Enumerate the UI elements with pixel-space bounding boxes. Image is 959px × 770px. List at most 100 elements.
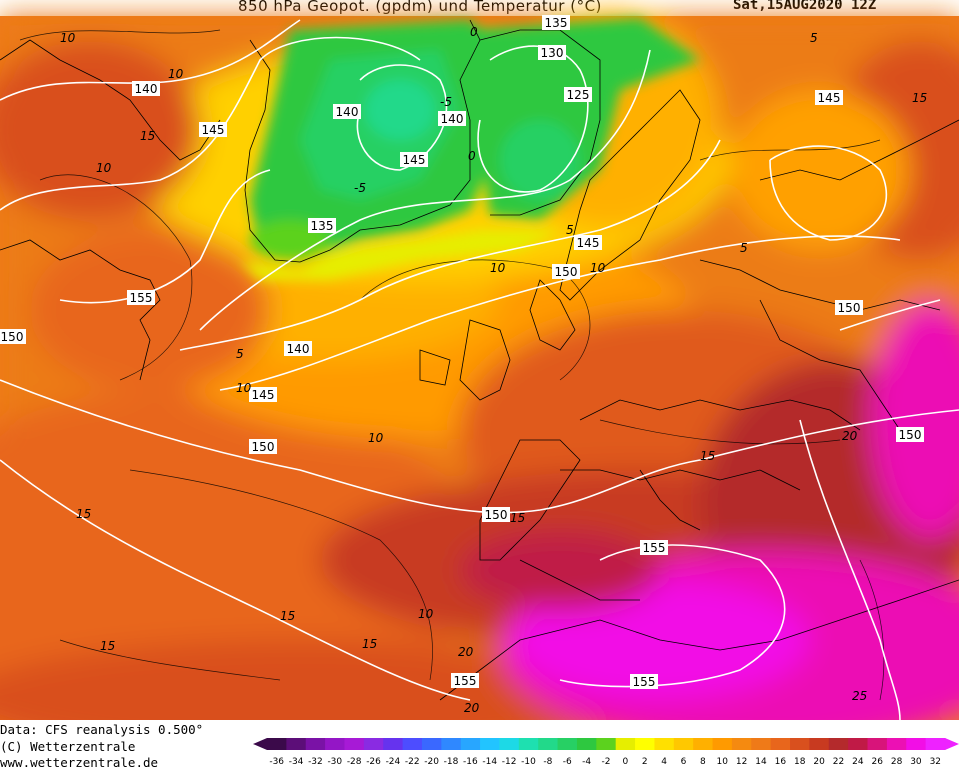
svg-text:140: 140	[441, 112, 464, 126]
scale-tick-label: 18	[794, 757, 806, 767]
svg-text:145: 145	[818, 91, 841, 105]
scale-swatch	[305, 738, 326, 750]
scale-swatch	[809, 738, 830, 750]
scale-swatch	[790, 738, 810, 750]
geopotential-labels: 135 130 125 140 140 145 135 140 145 150 …	[0, 15, 924, 689]
isotherm-label: 0	[468, 149, 476, 163]
svg-text:145: 145	[202, 123, 225, 137]
contour-label: 150	[835, 300, 863, 315]
scale-tick-label: -12	[502, 757, 517, 767]
website: www.wetterzentrale.de	[0, 755, 159, 770]
scale-swatch	[906, 738, 927, 750]
scale-tick-label: -14	[482, 757, 497, 767]
scale-tick-label: 26	[871, 757, 883, 767]
scale-tick-label: -4	[582, 757, 591, 767]
contour-label: 130	[538, 45, 566, 60]
scale-tick-label: -20	[424, 757, 439, 767]
scale-swatch	[460, 738, 481, 750]
isotherm-label: 15	[76, 507, 91, 521]
scale-swatch	[267, 738, 287, 750]
isotherm-label: 10	[590, 261, 606, 275]
isotherm-label: 10	[490, 261, 506, 275]
scale-arrow-right	[945, 738, 959, 750]
data-source: Data: CFS reanalysis 0.500°	[0, 722, 204, 737]
svg-text:150: 150	[252, 440, 275, 454]
scale-tick-label: -18	[444, 757, 459, 767]
scale-swatch	[886, 738, 907, 750]
svg-text:150: 150	[899, 428, 922, 442]
scale-tick-label: 4	[661, 757, 667, 767]
scale-swatch	[654, 738, 675, 750]
contour-label: 150	[552, 264, 580, 279]
svg-text:155: 155	[633, 675, 656, 689]
scale-tick-label: 8	[700, 757, 706, 767]
scale-tick-label: 10	[717, 757, 729, 767]
scale-tick-label: 22	[833, 757, 844, 767]
scale-swatch	[751, 738, 772, 750]
scale-swatch	[867, 738, 888, 750]
scale-swatch	[925, 738, 946, 750]
isotherm-label: 5	[566, 223, 574, 237]
isotherm-label: 10	[96, 161, 112, 175]
scale-swatch	[518, 738, 539, 750]
svg-text:155: 155	[454, 674, 477, 688]
svg-text:145: 145	[577, 236, 600, 250]
contour-label: 155	[640, 540, 668, 555]
svg-text:150: 150	[1, 330, 24, 344]
contour-label: 145	[199, 122, 227, 137]
isotherm-label: -5	[354, 181, 366, 195]
scale-swatch	[286, 738, 307, 750]
contour-label: 155	[127, 290, 155, 305]
isotherm-label: 15	[100, 639, 115, 653]
scale-tick-label: -8	[543, 757, 552, 767]
scale-swatch	[480, 738, 500, 750]
copyright: (C) Wetterzentrale	[0, 739, 136, 754]
scale-swatch	[421, 738, 442, 750]
scale-swatch	[383, 738, 404, 750]
scale-tick-label: 12	[736, 757, 747, 767]
scale-tick-label: 0	[623, 757, 629, 767]
contour-label: 145	[400, 152, 428, 167]
scale-tick-label: 30	[910, 757, 922, 767]
isotherm-label: 5	[740, 241, 748, 255]
isotherm-label: 0	[470, 25, 478, 39]
scale-swatch	[363, 738, 384, 750]
color-scale: -36 -34 -32 -30 -28 -26 -24 -22 -20 -18 -16 -14 -12-…	[253, 738, 959, 767]
contour-label: 135	[542, 15, 570, 30]
contour-label: 140	[284, 341, 312, 356]
isotherm-label: 20	[842, 429, 858, 443]
svg-text:150: 150	[555, 265, 578, 279]
scale-swatch	[673, 738, 694, 750]
scale-tick-label: -30	[327, 757, 342, 767]
geopotential-contours	[0, 19, 959, 720]
scale-swatch	[325, 738, 345, 750]
scale-tick-label: -26	[366, 757, 381, 767]
contour-label: 145	[249, 387, 277, 402]
scale-tick-label: 14	[755, 757, 767, 767]
scale-swatch	[402, 738, 423, 750]
scale-tick-label: 16	[775, 757, 787, 767]
svg-text:140: 140	[135, 82, 158, 96]
isotherm-label: 10	[418, 607, 434, 621]
contour-label: 135	[308, 218, 336, 233]
isotherm-label: 25	[852, 689, 867, 703]
map-date: Sat,15AUG2020 12Z	[733, 0, 877, 13]
scale-tick-label: -22	[405, 757, 420, 767]
scale-tick-label: -2	[602, 757, 611, 767]
scale-tick-label: -34	[289, 757, 304, 767]
weather-map: 135 130 125 140 140 145 135 140 145 150 …	[0, 10, 959, 720]
scale-swatch	[596, 738, 617, 750]
svg-text:135: 135	[545, 16, 568, 30]
isotherm-label: 15	[140, 129, 155, 143]
scale-tick-label: -16	[463, 757, 478, 767]
scale-swatch	[693, 738, 714, 750]
svg-text:125: 125	[567, 88, 590, 102]
contour-label: 140	[333, 104, 361, 119]
svg-text:140: 140	[336, 105, 359, 119]
scale-tick-label: -36	[269, 757, 284, 767]
scale-tick-label: 2	[642, 757, 648, 767]
svg-text:140: 140	[287, 342, 310, 356]
svg-text:135: 135	[311, 219, 334, 233]
isotherm-label: 5	[236, 347, 244, 361]
scale-tick-label: 20	[813, 757, 825, 767]
